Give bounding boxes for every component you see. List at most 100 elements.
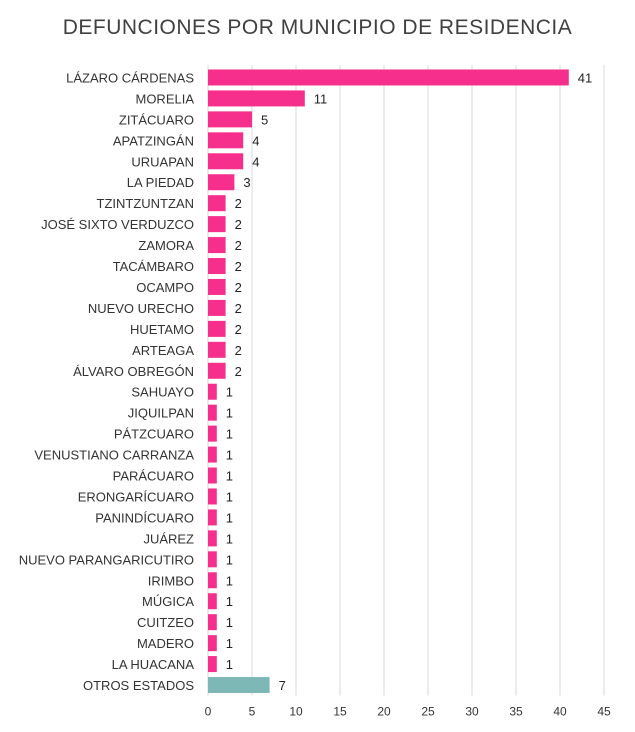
category-label: JOSÉ SIXTO VERDUZCO <box>41 217 194 232</box>
data-label: 1 <box>226 657 233 672</box>
data-label: 2 <box>235 343 242 358</box>
data-label: 1 <box>226 489 233 504</box>
data-label: 2 <box>235 196 242 211</box>
bar <box>208 216 226 233</box>
category-label: MORELIA <box>135 91 194 106</box>
bar <box>208 467 217 484</box>
bar <box>208 677 270 694</box>
data-label: 2 <box>235 322 242 337</box>
bar <box>208 320 226 337</box>
category-label: OCAMPO <box>136 280 194 295</box>
bar <box>208 425 217 442</box>
data-label: 1 <box>226 469 233 484</box>
data-label: 1 <box>226 531 233 546</box>
data-label: 1 <box>226 552 233 567</box>
category-label: OTROS ESTADOS <box>83 678 194 693</box>
bar <box>208 530 217 547</box>
bar <box>208 446 217 463</box>
x-tick-label: 35 <box>509 705 523 719</box>
category-label: NUEVO PARANGARICUTIRO <box>19 552 194 567</box>
data-label: 2 <box>235 280 242 295</box>
bar <box>208 362 226 379</box>
category-label: MÚGICA <box>142 594 194 609</box>
x-tick-label: 5 <box>249 705 256 719</box>
data-label: 2 <box>235 217 242 232</box>
x-tick-label: 10 <box>289 705 303 719</box>
category-label: URUAPAN <box>131 154 194 169</box>
bar <box>208 488 217 505</box>
bar <box>208 299 226 316</box>
bar <box>208 656 217 673</box>
category-label: PARÁCUARO <box>113 469 194 484</box>
bar <box>208 509 217 526</box>
data-label: 4 <box>252 133 259 148</box>
bar <box>208 635 217 652</box>
data-label: 1 <box>226 573 233 588</box>
bar <box>208 237 226 254</box>
category-label: ZITÁCUARO <box>119 112 194 127</box>
data-label: 11 <box>314 91 328 106</box>
category-label: SAHUAYO <box>131 385 194 400</box>
x-tick-label: 30 <box>465 705 479 719</box>
data-label: 4 <box>252 154 259 169</box>
category-label: VENUSTIANO CARRANZA <box>34 448 194 463</box>
category-label: MADERO <box>137 636 194 651</box>
bar <box>208 383 217 400</box>
bar <box>208 174 235 191</box>
bar <box>208 153 244 170</box>
bar <box>208 132 244 149</box>
bar <box>208 111 252 128</box>
data-label: 1 <box>226 510 233 525</box>
category-label: JIQUILPAN <box>128 406 194 421</box>
data-label: 2 <box>235 259 242 274</box>
bar <box>208 614 217 631</box>
data-label: 3 <box>243 175 250 190</box>
bar <box>208 195 226 212</box>
data-label: 2 <box>235 238 242 253</box>
category-label: ARTEAGA <box>132 343 194 358</box>
category-label: NUEVO URECHO <box>88 301 194 316</box>
category-label: IRIMBO <box>148 573 194 588</box>
data-label: 1 <box>226 636 233 651</box>
data-label: 1 <box>226 406 233 421</box>
data-label: 1 <box>226 385 233 400</box>
x-tick-label: 15 <box>333 705 347 719</box>
bar <box>208 572 217 589</box>
data-label: 5 <box>261 112 268 127</box>
bar <box>208 258 226 275</box>
category-label: ZAMORA <box>138 238 194 253</box>
chart-title: DEFUNCIONES POR MUNICIPIO DE RESIDENCIA <box>62 16 573 39</box>
bar <box>208 593 217 610</box>
x-tick-label: 0 <box>205 705 212 719</box>
category-label: PANINDÍCUARO <box>95 510 194 525</box>
category-label: JUÁREZ <box>143 531 194 546</box>
x-tick-label: 20 <box>377 705 391 719</box>
data-label: 1 <box>226 427 233 442</box>
data-label: 1 <box>226 448 233 463</box>
data-label: 1 <box>226 615 233 630</box>
category-label: TZINTZUNTZAN <box>97 196 194 211</box>
bar <box>208 278 226 295</box>
category-label: LA PIEDAD <box>127 175 194 190</box>
bar <box>208 341 226 358</box>
category-label: LÁZARO CÁRDENAS <box>66 70 194 85</box>
category-label: HUETAMO <box>130 322 194 337</box>
data-label: 2 <box>235 301 242 316</box>
x-tick-label: 45 <box>597 705 611 719</box>
bar <box>208 69 569 86</box>
category-label: ÁLVARO OBREGÓN <box>73 364 194 379</box>
x-tick-label: 40 <box>553 705 567 719</box>
bar <box>208 551 217 568</box>
data-label: 7 <box>279 678 286 693</box>
bar <box>208 404 217 421</box>
data-label: 2 <box>235 364 242 379</box>
data-label: 41 <box>578 70 592 85</box>
bar <box>208 90 305 107</box>
category-label: LA HUACANA <box>112 657 195 672</box>
category-label: ERONGARÍCUARO <box>78 489 194 504</box>
data-label: 1 <box>226 594 233 609</box>
category-label: PÁTZCUARO <box>114 427 194 442</box>
category-label: TACÁMBARO <box>113 259 194 274</box>
category-label: CUITZEO <box>137 615 194 630</box>
